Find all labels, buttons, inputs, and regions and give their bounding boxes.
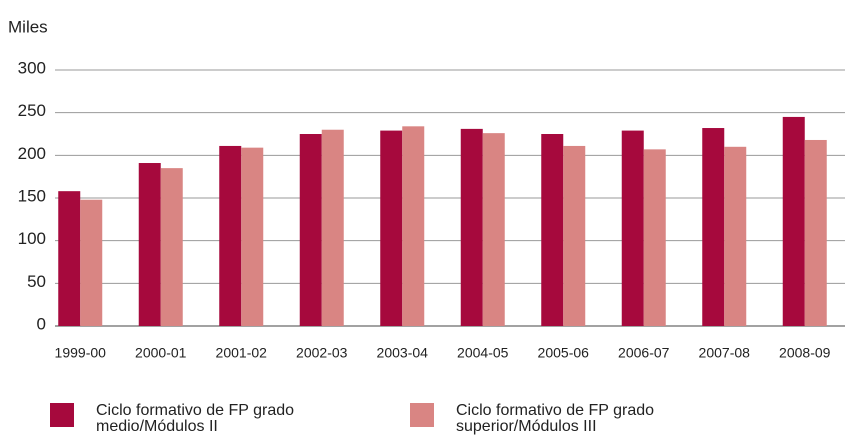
bar [241, 147, 264, 326]
x-tick-label: 2003-04 [377, 345, 429, 361]
bar [219, 145, 242, 326]
x-tick-label: 2006-07 [618, 345, 670, 361]
bar [702, 128, 725, 326]
y-tick-label: 100 [18, 229, 46, 248]
bar [643, 149, 666, 326]
bar [80, 199, 103, 326]
bar [58, 191, 81, 326]
x-tick-label: 2005-06 [538, 345, 590, 361]
y-tick-label: 0 [37, 314, 46, 333]
bar [621, 130, 644, 326]
y-tick-label: 300 [18, 58, 46, 77]
bar [138, 163, 161, 326]
x-tick-label: 2007-08 [699, 345, 751, 361]
bar [160, 168, 183, 326]
x-tick-label: 2004-05 [457, 345, 509, 361]
x-tick-label: 2000-01 [135, 345, 187, 361]
bar [782, 116, 805, 326]
x-tick-label: 2008-09 [779, 345, 831, 361]
y-tick-label: 250 [18, 101, 46, 120]
x-tick-label: 1999-00 [55, 345, 107, 361]
bar [541, 134, 564, 326]
legend-label: Ciclo formativo de FP grado medio/Módulo… [96, 402, 295, 435]
bar [804, 139, 827, 326]
legend-swatch [410, 403, 434, 427]
legend-swatch [50, 403, 74, 427]
x-tick-label: 2001-02 [216, 345, 268, 361]
y-tick-label: 200 [18, 144, 46, 163]
bar [724, 146, 747, 326]
legend-label: Ciclo formativo de FP grado superior/Mód… [456, 402, 655, 435]
bar [482, 133, 505, 326]
bar [380, 130, 403, 326]
legend-item: Ciclo formativo de FP grado medio/Módulo… [50, 403, 336, 435]
y-axis-label: Miles [8, 17, 48, 36]
x-tick-label: 2002-03 [296, 345, 348, 361]
legend-item: Ciclo formativo de FP grado superior/Mód… [410, 403, 696, 435]
bar [321, 129, 344, 326]
y-tick-label: 50 [27, 272, 46, 291]
bar [563, 145, 586, 326]
bar [299, 134, 322, 326]
y-tick-label: 150 [18, 186, 46, 205]
bar [402, 126, 425, 326]
bar [460, 128, 483, 326]
